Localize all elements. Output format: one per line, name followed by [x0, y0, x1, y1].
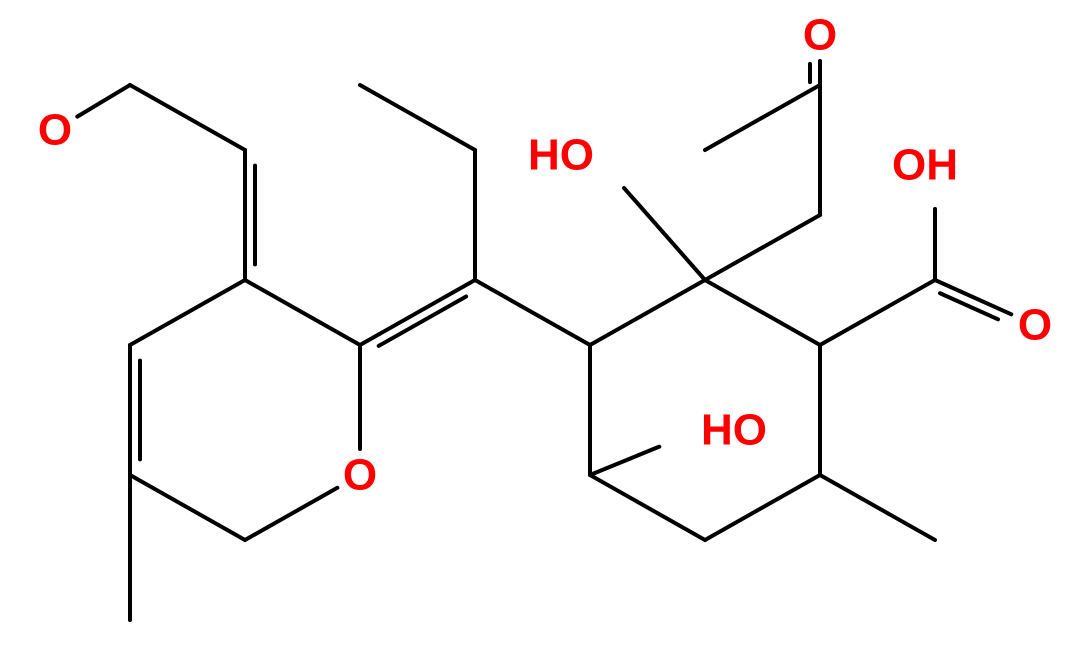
atom-label: OH — [892, 141, 958, 190]
atom-label: HO — [701, 406, 767, 455]
atom-label: O — [1018, 301, 1052, 350]
atom-label: O — [343, 451, 377, 500]
atom-label: O — [803, 11, 837, 60]
atom-label: HO — [528, 131, 594, 180]
atom-label: O — [38, 106, 72, 155]
molecule-diagram: OOHOHOOOHO — [0, 0, 1069, 645]
atoms-layer: OOHOHOOOHO — [38, 11, 1052, 500]
